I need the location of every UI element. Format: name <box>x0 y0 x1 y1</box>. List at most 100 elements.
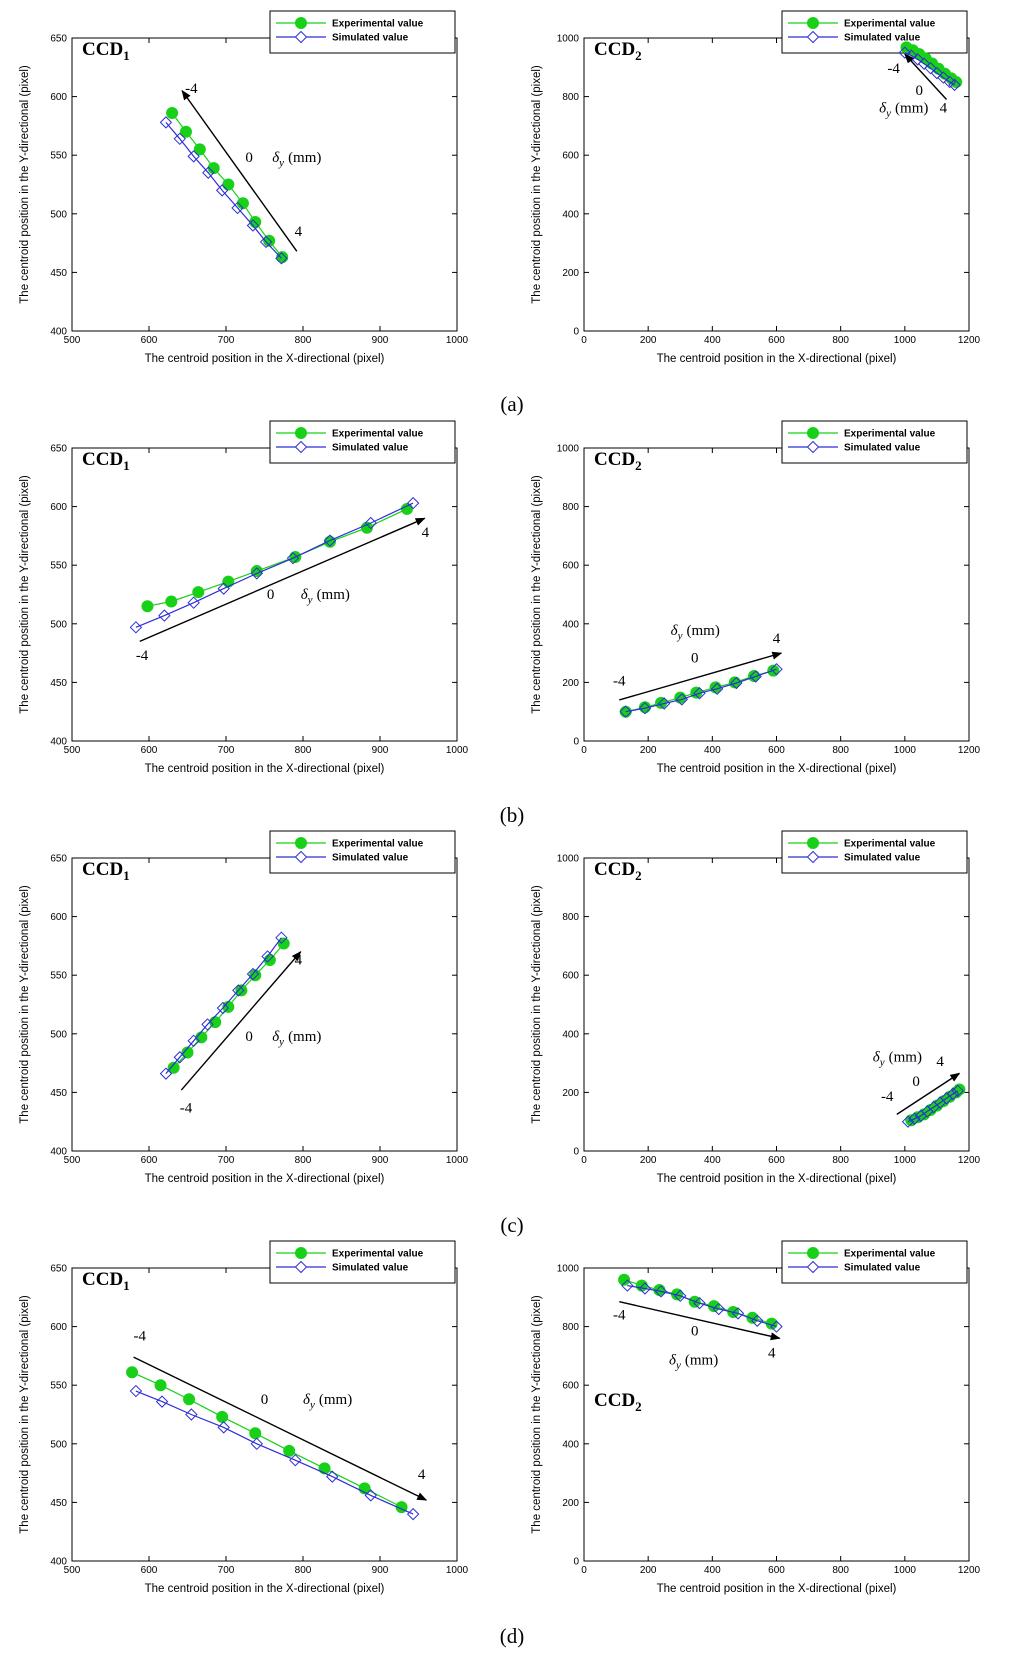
data-point-simulated <box>693 1296 706 1310</box>
y-tick-label: 550 <box>50 1381 67 1392</box>
y-axis-label: The centroid position in the Y-direction… <box>531 1295 543 1534</box>
data-point-experimental <box>179 125 192 138</box>
x-tick-label: 200 <box>640 1155 657 1166</box>
delta-unit: (mm) <box>288 1029 321 1045</box>
y-tick-label: 500 <box>50 1029 67 1040</box>
x-tick-label: 700 <box>218 745 235 756</box>
data-point-simulated <box>364 516 377 530</box>
arrow-value-label: 0 <box>912 1074 920 1090</box>
data-point-simulated <box>901 1115 915 1128</box>
x-tick-label: 800 <box>832 745 849 756</box>
camera-subscript: 1 <box>123 48 130 63</box>
data-point-experimental <box>126 1366 139 1379</box>
y-tick-label: 800 <box>562 912 579 923</box>
data-point-simulated <box>621 1279 634 1292</box>
camera-subscript: 1 <box>123 868 130 883</box>
plot-frame <box>583 1267 970 1562</box>
legend-label: Simulated value <box>332 443 409 454</box>
y-tick-label: 0 <box>573 737 579 748</box>
plot-frame <box>71 1267 458 1562</box>
y-tick-label: 550 <box>50 971 67 982</box>
delta-subscript: y <box>278 1036 284 1048</box>
data-point-simulated <box>908 1112 921 1125</box>
y-tick-label: 400 <box>562 619 579 630</box>
camera-subscript: 2 <box>635 1399 642 1414</box>
y-axis-label: The centroid position in the Y-direction… <box>19 475 31 714</box>
legend-label: Experimental value <box>844 839 936 850</box>
y-tick-label: 1000 <box>557 34 580 45</box>
arrow-value-label: 0 <box>245 1029 253 1045</box>
data-point-experimental <box>183 1393 196 1406</box>
chart-panel-a-ccd1: 500 600 700 800 900 1000 400 450 500 550 600 650 The… <box>19 10 469 365</box>
data-point-experimental <box>235 984 248 997</box>
data-point-simulated <box>946 1087 960 1101</box>
y-tick-label: 450 <box>50 1088 67 1099</box>
direction-arrow <box>133 1356 428 1501</box>
data-point-simulated <box>712 1302 725 1316</box>
data-point-simulated <box>286 551 300 565</box>
arrow-value-label: 4 <box>295 953 303 969</box>
legend-marker-diamond <box>806 850 820 864</box>
legend-label: Simulated value <box>332 1263 409 1274</box>
data-point-simulated <box>406 1507 420 1521</box>
delta-subscript: y <box>307 594 313 606</box>
data-point-simulated <box>217 582 230 595</box>
data-point-experimental <box>953 1083 966 1096</box>
x-tick-label: 1000 <box>894 1565 917 1576</box>
y-tick-label: 600 <box>50 502 67 513</box>
data-point-experimental <box>748 669 761 682</box>
x-axis-label: The centroid position in the X-direction… <box>145 1583 385 1595</box>
x-tick-label: 900 <box>372 1565 389 1576</box>
x-tick-label: 600 <box>141 1565 158 1576</box>
data-point-simulated <box>232 984 245 997</box>
delta-unit: (mm) <box>687 623 720 639</box>
data-point-simulated <box>638 1282 652 1295</box>
data-point-experimental <box>154 1379 167 1392</box>
legend-marker-circle <box>295 1247 307 1259</box>
arrow-value-label: 4 <box>768 1345 776 1361</box>
legend-marker-diamond <box>294 1260 308 1274</box>
x-tick-label: 0 <box>581 335 587 346</box>
y-tick-label: 600 <box>50 92 67 103</box>
data-point-simulated <box>250 1437 264 1451</box>
arrow-value-label: 0 <box>691 650 699 666</box>
chart-panel-b-ccd1: 500 600 700 800 900 1000 400 450 500 550 600 650 The… <box>19 420 469 775</box>
data-point-experimental <box>728 676 741 689</box>
data-point-experimental <box>400 502 413 515</box>
y-tick-label: 0 <box>573 1147 579 1158</box>
data-point-simulated <box>638 701 652 715</box>
data-point-simulated <box>158 609 171 622</box>
plot-frame <box>71 447 458 742</box>
data-point-simulated <box>730 676 743 690</box>
x-tick-label: 400 <box>704 745 721 756</box>
x-tick-label: 900 <box>372 1155 389 1166</box>
legend-marker-circle <box>807 427 819 439</box>
y-tick-label: 200 <box>562 1498 579 1509</box>
direction-arrow <box>181 89 298 252</box>
data-point-experimental <box>141 600 154 613</box>
y-tick-label: 0 <box>573 327 579 338</box>
x-tick-label: 1000 <box>446 1565 469 1576</box>
y-axis-label: The centroid position in the Y-direction… <box>19 65 31 304</box>
x-tick-label: 800 <box>832 335 849 346</box>
data-point-simulated <box>275 931 288 944</box>
data-point-simulated <box>619 705 632 718</box>
chart-panel-a-ccd2: 0 200 400 600 800 1000 1200 0 200 400 600 800 1000 Th… <box>531 10 981 365</box>
x-axis-label: The centroid position in the X-direction… <box>657 1173 897 1185</box>
legend-marker-circle <box>295 17 307 29</box>
x-tick-label: 900 <box>372 745 389 756</box>
direction-arrow <box>896 1072 961 1115</box>
direction-arrow <box>139 517 426 643</box>
data-point-simulated <box>275 252 288 265</box>
y-tick-label: 800 <box>562 1322 579 1333</box>
legend-label: Experimental value <box>844 19 936 30</box>
delta-unit: (mm) <box>288 150 321 166</box>
delta-unit: (mm) <box>685 1353 718 1369</box>
data-point-experimental <box>618 1273 631 1286</box>
x-tick-label: 600 <box>768 335 785 346</box>
y-tick-label: 600 <box>562 151 579 162</box>
legend-label: Simulated value <box>844 1263 921 1274</box>
chart-panel-d-ccd1: 500 600 700 800 900 1000 400 450 500 550 600 650 The… <box>19 1240 469 1595</box>
data-point-simulated <box>216 1001 230 1015</box>
legend-label: Experimental value <box>332 19 424 30</box>
